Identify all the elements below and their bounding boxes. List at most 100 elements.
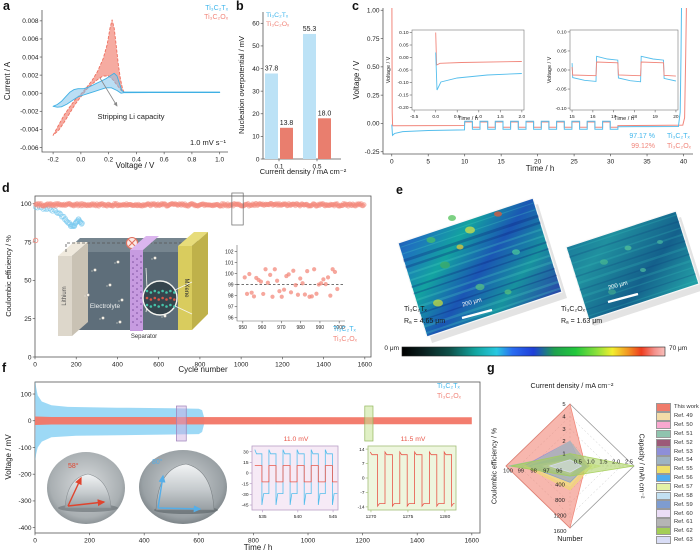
svg-text:100: 100 — [21, 201, 32, 208]
legend-label: Ref. 57 — [674, 484, 693, 491]
svg-text:98: 98 — [228, 293, 234, 299]
svg-text:1.5: 1.5 — [599, 460, 607, 466]
svg-text:4: 4 — [562, 414, 566, 420]
panel-e-label-ox: Ti₃C₂Oₓ — [561, 306, 585, 313]
svg-text:2: 2 — [562, 439, 565, 445]
svg-text:1.0: 1.0 — [475, 114, 482, 120]
legend-label: Ref. 60 — [674, 510, 693, 517]
svg-text:-0.05: -0.05 — [556, 87, 567, 93]
svg-text:13.8: 13.8 — [280, 120, 294, 127]
panel-d-y-axis-label: Coulombic efficiency / % — [4, 235, 14, 317]
svg-text:200: 200 — [71, 362, 82, 369]
legend-label: Ref. 52 — [674, 439, 693, 446]
svg-text:0.0: 0.0 — [76, 157, 85, 164]
svg-text:0.50: 0.50 — [367, 64, 380, 71]
panel-d-x-axis-label: Cycle number — [178, 365, 228, 374]
svg-text:2.0: 2.0 — [519, 114, 526, 120]
svg-text:1275: 1275 — [403, 514, 414, 520]
svg-text:99: 99 — [228, 282, 234, 288]
radar-legend: This work Ref. 49 Ref. 50 Ref. 51 Ref. 52 Ref… — [656, 403, 700, 545]
radar-left-axis-label: Coulombic efficiency / % — [491, 427, 499, 505]
svg-text:0.2: 0.2 — [104, 157, 113, 164]
svg-text:30: 30 — [607, 159, 615, 166]
svg-text:14: 14 — [359, 447, 365, 453]
svg-text:1600: 1600 — [554, 529, 567, 535]
legend-swatch — [656, 412, 671, 421]
radar-legend-item: Ref. 57 — [656, 482, 700, 492]
svg-text:950: 950 — [239, 325, 248, 331]
panel-a-x-axis-label: Voltage / V — [115, 161, 155, 170]
svg-text:800: 800 — [194, 362, 205, 369]
panel-c-ce-value-ox: 99.12% — [631, 143, 655, 150]
svg-text:200: 200 — [84, 538, 95, 545]
svg-text:-0.006: -0.006 — [20, 145, 39, 152]
panel-d-legend-ox: Ti₃C₂Oₓ — [333, 336, 357, 343]
svg-text:50: 50 — [24, 278, 32, 285]
svg-text:0.00: 0.00 — [557, 68, 567, 74]
panel-a-legend-ox: Ti₃C₂Oₓ — [204, 14, 228, 21]
panel-c-x-axis-label: Time / h — [525, 164, 555, 173]
legend-label: Ref. 59 — [674, 501, 693, 508]
radar-legend-item: Ref. 53 — [656, 447, 700, 456]
legend-label: Ref. 55 — [674, 466, 693, 473]
svg-text:97: 97 — [228, 304, 234, 310]
svg-text:0.004: 0.004 — [22, 54, 39, 61]
svg-text:0.10: 0.10 — [557, 30, 567, 36]
svg-text:15: 15 — [498, 159, 506, 166]
svg-text:0: 0 — [28, 418, 32, 425]
legend-swatch — [656, 403, 671, 412]
svg-text:800: 800 — [248, 538, 259, 545]
svg-text:0.05: 0.05 — [399, 43, 409, 49]
svg-text:20: 20 — [673, 114, 679, 120]
radar-legend-item: Ref. 60 — [656, 509, 700, 518]
svg-text:2.5: 2.5 — [625, 460, 633, 466]
svg-text:16: 16 — [590, 114, 596, 120]
svg-text:-0.20: -0.20 — [398, 105, 409, 111]
radar-legend-item: Ref. 63 — [656, 535, 700, 545]
svg-text:1200: 1200 — [275, 362, 290, 369]
legend-label: Ref. 50 — [674, 422, 693, 429]
svg-text:0.25: 0.25 — [367, 92, 380, 99]
legend-swatch — [656, 420, 671, 430]
svg-text:960: 960 — [258, 325, 267, 331]
panel-c-inset1-y-label: Voltage / V — [386, 56, 393, 84]
panel-e-letter: e — [396, 183, 403, 197]
panel-b-letter: b — [236, 0, 244, 13]
legend-label: Ref. 63 — [674, 537, 693, 544]
panel-f-inset1-title: 11.0 mV — [283, 436, 309, 443]
panel-f-inset2-title: 11.5 mV — [400, 436, 426, 443]
panel-a-letter: a — [3, 0, 10, 13]
legend-swatch — [656, 491, 671, 501]
panel-a-y-axis-label: Current / A — [2, 61, 12, 101]
radar-legend-item: Ref. 56 — [656, 473, 700, 483]
svg-text:98: 98 — [530, 469, 536, 475]
svg-text:1270: 1270 — [366, 514, 377, 520]
svg-text:30: 30 — [243, 449, 249, 455]
radar-top-axis-label: Current density / mA cm⁻² — [530, 381, 614, 390]
schematic-electrolyte-label: Electrolyte — [89, 303, 121, 310]
panel-e-label-tx: Ti₃C₂Tₓ — [404, 306, 427, 313]
radar-legend-item: Ref. 51 — [656, 429, 700, 439]
legend-label: This work — [674, 404, 699, 411]
svg-text:1.0: 1.0 — [215, 157, 224, 164]
svg-text:0.0: 0.0 — [432, 114, 439, 120]
svg-text:40: 40 — [252, 66, 260, 73]
svg-text:0: 0 — [256, 156, 260, 163]
svg-text:535: 535 — [259, 514, 267, 520]
svg-text:0: 0 — [28, 354, 32, 361]
svg-text:545: 545 — [329, 514, 337, 520]
schematic-separator-label: Separator — [130, 334, 158, 340]
svg-text:0.000: 0.000 — [22, 90, 39, 97]
schematic-lithium-label: Lithium — [61, 286, 68, 306]
svg-text:18: 18 — [632, 114, 638, 120]
svg-text:970: 970 — [277, 325, 286, 331]
contact-angle-right: 80° — [152, 459, 163, 466]
panel-f-letter: f — [2, 361, 7, 375]
contact-angle-left: 58° — [68, 463, 79, 470]
legend-label: Ref. 56 — [674, 475, 693, 482]
radar-legend-item: This work — [656, 403, 700, 412]
svg-text:102: 102 — [225, 249, 234, 255]
svg-text:0.8: 0.8 — [187, 157, 196, 164]
svg-text:1000: 1000 — [301, 538, 316, 545]
